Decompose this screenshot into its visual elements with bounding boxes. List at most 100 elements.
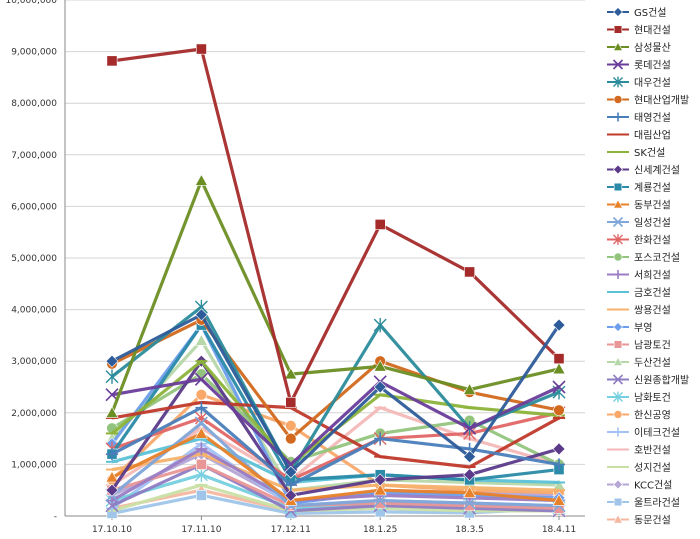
data-point xyxy=(195,442,208,455)
legend-label: 계룡건설 xyxy=(634,182,671,194)
data-point xyxy=(105,483,119,497)
data-point xyxy=(464,266,475,278)
data-point xyxy=(463,382,477,395)
data-point xyxy=(553,458,565,471)
legend-entry: 삼성물산 xyxy=(607,41,671,54)
series-0 xyxy=(105,308,566,479)
legend-entry: 태영건설 xyxy=(607,112,671,124)
series-2 xyxy=(105,173,566,418)
legend-marker xyxy=(613,340,623,349)
data-point xyxy=(374,432,387,445)
series-line xyxy=(111,406,560,487)
legend-label: 현대건설 xyxy=(634,25,671,37)
series-line xyxy=(111,313,561,474)
data-point xyxy=(194,308,208,322)
legend-entry: 두산건설 xyxy=(607,356,671,369)
y-tick-label: 9,000,000 xyxy=(11,48,57,58)
data-point xyxy=(552,362,566,375)
legend-label: 한신공영 xyxy=(634,410,671,422)
legend-label: 성지건설 xyxy=(634,462,671,474)
data-point xyxy=(194,467,208,482)
x-tick-label: 17.10.10 xyxy=(92,525,132,535)
legend-entry: 호반건설 xyxy=(607,445,671,457)
legend-marker xyxy=(613,7,623,17)
legend-label: 대우건설 xyxy=(634,77,671,89)
legend-marker xyxy=(612,514,624,524)
legend-label: 동문건설 xyxy=(634,515,671,527)
legend-label: 두산건설 xyxy=(634,357,671,369)
legend-label: 태영건설 xyxy=(634,112,671,124)
legend-label: SK건설 xyxy=(634,147,665,159)
series-line xyxy=(111,400,560,469)
legend-marker xyxy=(613,479,623,490)
x-tick-label: 17.12.11 xyxy=(271,525,311,535)
legend-marker xyxy=(613,322,623,332)
series-line xyxy=(111,411,560,482)
legend-label: 대림산업 xyxy=(634,129,671,142)
data-point xyxy=(284,367,298,380)
legend-label: GS건설 xyxy=(634,7,667,19)
y-tick-label: 10,000,000 xyxy=(5,0,57,6)
data-point xyxy=(463,496,477,510)
legend-marker xyxy=(613,95,623,104)
legend-label: 신원종합개발 xyxy=(634,375,689,387)
data-point xyxy=(195,389,208,401)
data-point xyxy=(284,465,298,479)
data-point xyxy=(284,488,298,502)
legend-marker xyxy=(613,270,623,279)
y-tick-label: 6,000,000 xyxy=(11,202,57,212)
legend-label: 쌍용건설 xyxy=(634,305,671,317)
legend-marker xyxy=(613,182,623,192)
legend-entry: 계룡건설 xyxy=(607,182,671,194)
data-point xyxy=(373,359,387,372)
legend-entry: GS건설 xyxy=(607,7,667,19)
legend-entry: 금호건설 xyxy=(607,287,671,299)
data-point xyxy=(194,416,208,430)
legend-label: 남화토건 xyxy=(634,392,671,404)
legend-entry: 일성건설 xyxy=(607,216,671,229)
series-6 xyxy=(106,401,565,492)
x-tick-label: 17.11.10 xyxy=(181,525,221,535)
legend-entry: 동문건설 xyxy=(607,514,671,527)
legend-entry: 동부건설 xyxy=(607,199,671,212)
y-tick-label: 5,000,000 xyxy=(11,254,57,264)
series-line xyxy=(110,323,560,482)
legend-entry: 울트라건설 xyxy=(607,497,680,509)
series-line xyxy=(111,462,560,513)
legend-marker xyxy=(612,216,624,228)
legend-entry: 남화토건 xyxy=(607,391,671,404)
legend-marker xyxy=(613,427,623,437)
data-point xyxy=(285,432,297,445)
data-point xyxy=(553,404,565,416)
legend-marker xyxy=(612,356,624,366)
legend-entry: 이테크건설 xyxy=(607,427,680,439)
y-axis: - 1,000,000 2,000,000 3,000,000 4,000,000 5,0… xyxy=(5,0,66,522)
y-tick-label: 2,000,000 xyxy=(11,409,57,419)
data-point xyxy=(105,470,119,483)
legend-label: 삼성물산 xyxy=(634,42,671,54)
data-point xyxy=(194,426,208,439)
legend-marker xyxy=(612,374,624,385)
data-point xyxy=(106,448,118,461)
y-tick-label: - xyxy=(54,512,57,522)
legend-entry: 남광토건 xyxy=(607,340,671,352)
series-line xyxy=(110,179,560,414)
legend-entry: 한신공영 xyxy=(607,410,671,422)
data-point xyxy=(552,318,566,332)
legend-entry: KCC건설 xyxy=(607,480,672,492)
series-line xyxy=(111,406,560,487)
data-point xyxy=(285,420,297,432)
y-tick-label: 8,000,000 xyxy=(11,99,57,109)
legend-label: 서희건설 xyxy=(634,270,671,282)
legend-entry: 대림산업 xyxy=(607,129,671,142)
legend-marker xyxy=(612,59,624,70)
data-point xyxy=(196,43,207,55)
legend-label: KCC건설 xyxy=(634,480,672,492)
legend-label: 포스코건설 xyxy=(634,252,680,264)
data-point xyxy=(194,372,208,386)
legend-marker xyxy=(613,410,623,419)
legend-label: 금호건설 xyxy=(634,287,671,299)
data-point xyxy=(463,421,477,435)
legend-marker xyxy=(613,76,623,88)
